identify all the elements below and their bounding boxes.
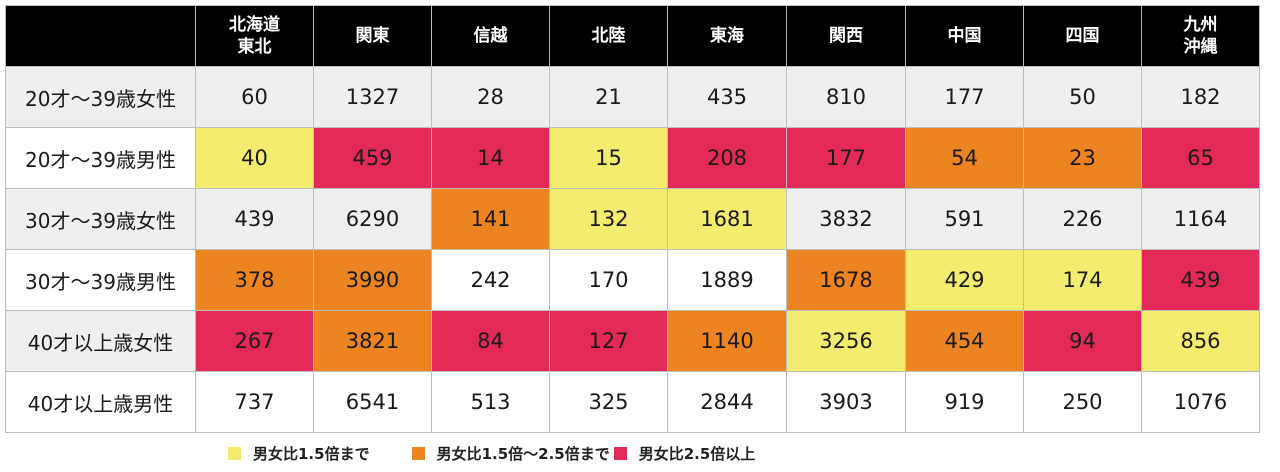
data-cell: 1164: [1141, 188, 1260, 250]
column-header: 関西: [786, 5, 906, 67]
legend-label: 男女比2.5倍以上: [638, 444, 756, 463]
data-cell: 40: [195, 127, 314, 189]
data-cell: 439: [195, 188, 314, 250]
data-cell: 3990: [313, 249, 432, 311]
data-cell: 3256: [786, 310, 906, 372]
data-cell: 435: [667, 66, 787, 128]
data-cell: 429: [905, 249, 1024, 311]
table-row: 30才〜39歳男性 378 3990 242 170 1889 1678 429 174 439: [5, 249, 1260, 311]
table-row: 20才〜39歳男性 40 459 14 15 208 177 54 23 65: [5, 127, 1260, 189]
data-cell: 6290: [313, 188, 432, 250]
data-cell: 919: [905, 371, 1024, 433]
column-header-label: 中国: [947, 26, 982, 46]
data-cell: 856: [1141, 310, 1260, 372]
data-cell: 439: [1141, 249, 1260, 311]
data-cell: 250: [1023, 371, 1142, 433]
column-header: 北陸: [549, 5, 668, 67]
data-cell: 65: [1141, 127, 1260, 189]
data-cell: 141: [431, 188, 550, 250]
data-cell: 1140: [667, 310, 787, 372]
row-label: 20才〜39歳男性: [5, 127, 196, 189]
data-cell: 6541: [313, 371, 432, 433]
row-label: 20才〜39歳女性: [5, 66, 196, 128]
data-cell: 177: [905, 66, 1024, 128]
header-row: 北海道 東北 関東 信越 北陸 東海 関西 中国 四国 九州 沖縄: [5, 5, 1260, 67]
legend-item-high: 男女比2.5倍以上: [613, 443, 756, 464]
data-cell: 2844: [667, 371, 787, 433]
data-cell: 454: [905, 310, 1024, 372]
column-header: 北海道 東北: [195, 5, 314, 67]
data-cell: 1681: [667, 188, 787, 250]
data-cell: 3903: [786, 371, 906, 433]
legend-label: 男女比1.5倍まで: [253, 444, 370, 463]
column-header-label: 東海: [710, 26, 744, 46]
legend-swatch: [228, 446, 241, 460]
data-cell: 84: [431, 310, 550, 372]
data-cell: 182: [1141, 66, 1260, 128]
data-cell: 242: [431, 249, 550, 311]
legend-label: 男女比1.5倍〜2.5倍まで: [436, 444, 610, 463]
row-label: 30才〜39歳女性: [5, 188, 196, 250]
data-cell: 23: [1023, 127, 1142, 189]
data-cell: 1889: [667, 249, 787, 311]
data-cell: 208: [667, 127, 787, 189]
data-cell: 60: [195, 66, 314, 128]
data-cell: 591: [905, 188, 1024, 250]
table-row: 40才以上歳男性 737 6541 513 325 2844 3903 919 250 1076: [5, 371, 1260, 433]
column-header-label: 北陸: [591, 26, 626, 46]
data-cell: 132: [549, 188, 668, 250]
column-header-label: 九州 沖縄: [1183, 15, 1218, 57]
legend: 男女比1.5倍まで 男女比1.5倍〜2.5倍まで 男女比2.5倍以上: [228, 440, 755, 466]
legend-swatch: [411, 446, 425, 460]
data-cell: 737: [195, 371, 314, 433]
data-cell: 28: [431, 66, 550, 128]
data-cell: 54: [905, 127, 1024, 189]
data-cell: 226: [1023, 188, 1142, 250]
data-cell: 810: [786, 66, 906, 128]
data-cell: 325: [549, 371, 668, 433]
row-label: 40才以上歳女性: [5, 310, 196, 372]
data-cell: 3821: [313, 310, 432, 372]
data-cell: 170: [549, 249, 668, 311]
table-row: 30才〜39歳女性 439 6290 141 132 1681 3832 591 226 1164: [5, 188, 1260, 250]
legend-swatch: [613, 446, 627, 460]
column-header-label: 信越: [473, 26, 508, 46]
data-cell: 1327: [313, 66, 432, 128]
data-cell: 15: [549, 127, 668, 189]
data-cell: 14: [431, 127, 550, 189]
column-header-label: 四国: [1065, 26, 1100, 46]
legend-item-mid: 男女比1.5倍〜2.5倍まで: [411, 443, 610, 464]
data-cell: 267: [195, 310, 314, 372]
column-header: 関東: [313, 5, 432, 67]
column-header: 中国: [905, 5, 1024, 67]
data-cell: 1678: [786, 249, 906, 311]
data-cell: 1076: [1141, 371, 1260, 433]
table-body: 20才〜39歳女性 60 1327 28 21 435 810 177 50 182 20才〜39歳…: [5, 66, 1260, 433]
table-row: 20才〜39歳女性 60 1327 28 21 435 810 177 50 182: [5, 66, 1260, 128]
column-header-label: 関西: [829, 26, 863, 46]
column-header: 四国: [1023, 5, 1142, 67]
column-header: 信越: [431, 5, 550, 67]
data-cell: 21: [549, 66, 668, 128]
data-cell: 127: [549, 310, 668, 372]
data-cell: 94: [1023, 310, 1142, 372]
table-row: 40才以上歳女性 267 3821 84 127 1140 3256 454 94 856: [5, 310, 1260, 372]
corner-header-cell: [5, 5, 196, 67]
column-header-label: 関東: [355, 26, 390, 46]
data-cell: 174: [1023, 249, 1142, 311]
column-header: 九州 沖縄: [1141, 5, 1260, 67]
row-label: 40才以上歳男性: [5, 371, 196, 433]
data-table: 北海道 東北 関東 信越 北陸 東海 関西 中国 四国 九州 沖縄 20才〜39…: [5, 5, 1260, 433]
data-cell: 378: [195, 249, 314, 311]
legend-item-low: 男女比1.5倍まで: [228, 443, 370, 464]
column-header: 東海: [667, 5, 787, 67]
data-cell: 50: [1023, 66, 1142, 128]
row-label: 30才〜39歳男性: [5, 249, 196, 311]
data-cell: 459: [313, 127, 432, 189]
data-cell: 513: [431, 371, 550, 433]
data-cell: 3832: [786, 188, 906, 250]
data-cell: 177: [786, 127, 906, 189]
column-header-label: 北海道 東北: [229, 15, 280, 57]
